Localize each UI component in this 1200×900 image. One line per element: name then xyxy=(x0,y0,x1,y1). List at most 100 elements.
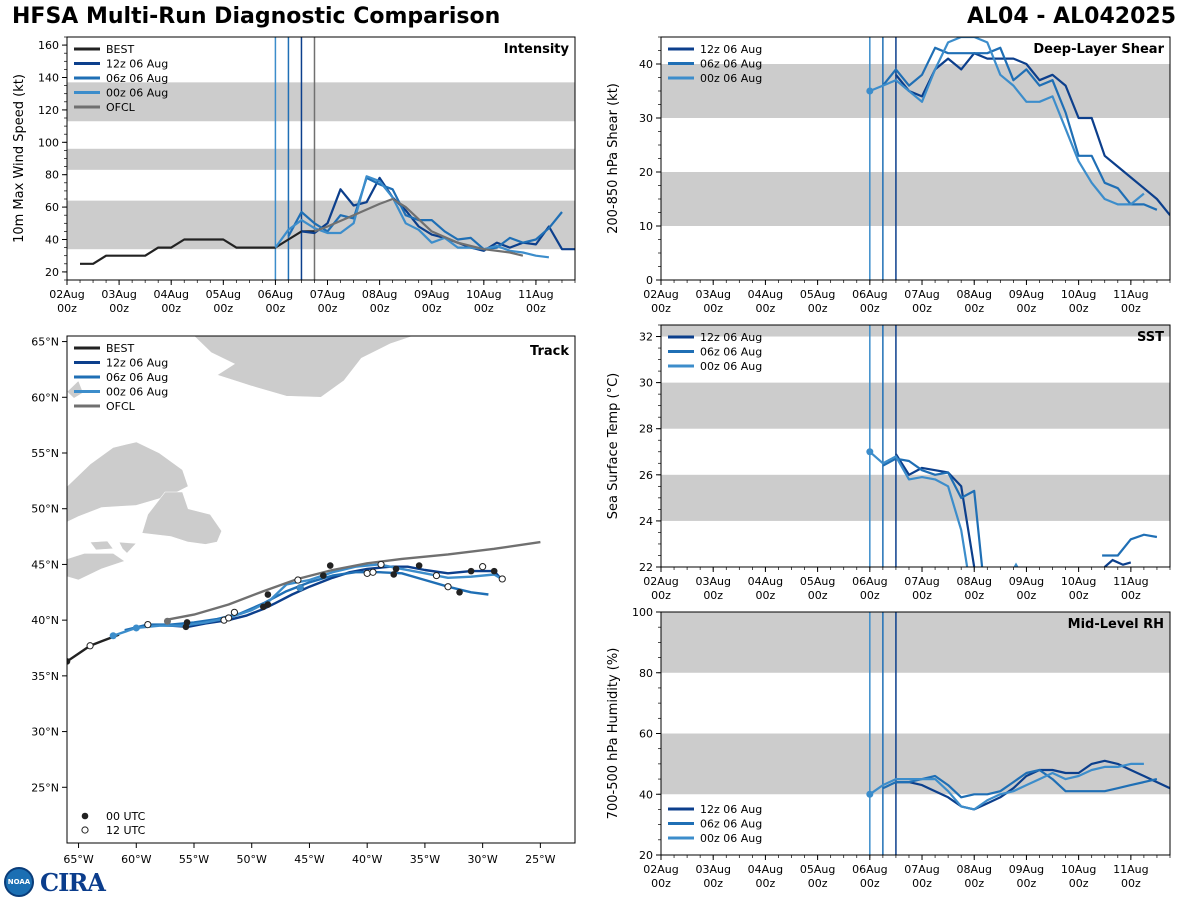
ylabel-rh: 700-500 hPa Humidity (%) xyxy=(606,648,621,820)
xtick-day-intensity: 09Aug xyxy=(414,288,449,301)
ytick-label-sst: 30 xyxy=(639,377,653,390)
xtick-day-intensity: 04Aug xyxy=(153,288,188,301)
ytick-label-shear: 20 xyxy=(639,166,653,179)
land-1 xyxy=(141,491,223,545)
xtick-hour-sst: 00z xyxy=(756,589,776,602)
legend-marker-00utc xyxy=(81,812,89,820)
ytick-label-rh: 60 xyxy=(639,728,653,741)
ytick-label-rh: 40 xyxy=(639,788,653,801)
xtick-hour-rh: 00z xyxy=(756,877,776,890)
xtick-label-track: 50°W xyxy=(237,853,267,866)
xtick-day-sst: 03Aug xyxy=(695,575,730,588)
legend-label-shear: 06z 06 Aug xyxy=(700,58,762,71)
xtick-hour-rh: 00z xyxy=(703,877,723,890)
legend-label-rh: 00z 06 Aug xyxy=(700,832,762,845)
xtick-hour-intensity: 00z xyxy=(109,302,129,315)
legend-label-track: 00z 06 Aug xyxy=(106,386,168,399)
ytick-label-intensity: 160 xyxy=(38,39,59,52)
land-3 xyxy=(118,541,137,554)
ytick-label-track: 35°N xyxy=(31,670,59,683)
xtick-hour-intensity: 00z xyxy=(370,302,390,315)
xtick-day-sst: 06Aug xyxy=(852,575,887,588)
xtick-hour-shear: 00z xyxy=(860,302,880,315)
series-intensity-OFCL xyxy=(314,197,524,257)
xtick-day-shear: 04Aug xyxy=(748,288,783,301)
marker-12utc xyxy=(444,583,452,591)
marker-12utc xyxy=(479,563,487,571)
xtick-hour-intensity: 00z xyxy=(266,302,286,315)
series-rh-12z xyxy=(895,759,1170,811)
xtick-hour-intensity: 00z xyxy=(318,302,338,315)
xtick-hour-sst: 00z xyxy=(912,589,932,602)
xtick-day-rh: 04Aug xyxy=(748,863,783,876)
xtick-label-track: 60°W xyxy=(121,853,151,866)
xtick-day-rh: 02Aug xyxy=(643,863,678,876)
series-shear-12z xyxy=(895,52,1170,216)
xtick-day-intensity: 10Aug xyxy=(466,288,501,301)
xtick-day-sst: 02Aug xyxy=(643,575,678,588)
ylabel-sst: Sea Surface Temp (°C) xyxy=(606,373,621,520)
xtick-hour-shear: 00z xyxy=(808,302,828,315)
series-sst-06z xyxy=(882,457,984,567)
xtick-day-rh: 05Aug xyxy=(800,863,835,876)
xtick-label-track: 55°W xyxy=(179,853,209,866)
plot-area-rh xyxy=(661,612,1170,855)
ytick-label-intensity: 140 xyxy=(38,72,59,85)
legend-label-sst: 06z 06 Aug xyxy=(700,346,762,359)
legend-label-intensity: OFCL xyxy=(106,101,136,114)
marker-00utc xyxy=(326,562,334,569)
series-intensity-12z xyxy=(301,176,575,252)
legend-label-sst: 00z 06 Aug xyxy=(700,360,762,373)
xtick-hour-shear: 00z xyxy=(1017,302,1037,315)
ytick-label-rh: 100 xyxy=(632,606,653,619)
series-sst-06z-late xyxy=(1102,533,1158,557)
marker-00utc xyxy=(490,567,498,575)
ytick-label-sst: 32 xyxy=(639,331,653,344)
band-intensity-1 xyxy=(67,148,575,170)
xtick-hour-intensity: 00z xyxy=(213,302,233,315)
marker-00utc xyxy=(415,562,423,569)
ytick-label-sst: 24 xyxy=(639,515,653,528)
marker-OFCL xyxy=(163,617,171,625)
xtick-hour-intensity: 00z xyxy=(422,302,442,315)
xtick-hour-rh: 00z xyxy=(1121,877,1141,890)
xtick-hour-intensity: 00z xyxy=(474,302,494,315)
legend-label-sst: 12z 06 Aug xyxy=(700,331,762,344)
xtick-day-rh: 10Aug xyxy=(1061,863,1096,876)
panel-title-track: Track xyxy=(530,344,569,359)
xtick-hour-intensity: 00z xyxy=(57,302,77,315)
marker-00utc xyxy=(183,619,191,626)
marker-00utc xyxy=(259,603,267,611)
xtick-hour-shear: 00z xyxy=(1121,302,1141,315)
band-sst-2 xyxy=(661,325,1170,337)
xtick-hour-shear: 00z xyxy=(1069,302,1089,315)
track-OFCL xyxy=(164,540,541,622)
xtick-day-intensity: 03Aug xyxy=(101,288,136,301)
xtick-day-intensity: 11Aug xyxy=(518,288,553,301)
figure-title: HFSA Multi-Run Diagnostic Comparison xyxy=(12,4,501,29)
cira-logo-text: CIRA xyxy=(40,867,106,897)
marker-12utc xyxy=(294,576,302,584)
xtick-day-shear: 09Aug xyxy=(1009,288,1044,301)
track-12z xyxy=(147,565,501,628)
marker-12utc xyxy=(86,642,94,650)
xtick-day-sst: 05Aug xyxy=(800,575,835,588)
xtick-day-shear: 03Aug xyxy=(695,288,730,301)
xtick-day-sst: 08Aug xyxy=(956,575,991,588)
band-rh-1 xyxy=(661,612,1170,673)
panel-shear: 01020304002Aug00z03Aug00z04Aug00z05Aug00… xyxy=(606,36,1171,315)
land-0 xyxy=(67,441,189,523)
map-area xyxy=(67,336,541,665)
ytick-label-track: 65°N xyxy=(31,336,59,349)
land-5 xyxy=(193,336,414,398)
series-intensity-00z xyxy=(274,175,550,259)
xtick-day-intensity: 08Aug xyxy=(362,288,397,301)
xtick-hour-rh: 00z xyxy=(1017,877,1037,890)
xtick-label-track: 25°W xyxy=(525,853,555,866)
xtick-day-shear: 10Aug xyxy=(1061,288,1096,301)
xtick-hour-sst: 00z xyxy=(703,589,723,602)
xtick-hour-sst: 00z xyxy=(860,589,880,602)
xtick-day-shear: 11Aug xyxy=(1113,288,1148,301)
marker-12utc xyxy=(144,621,152,629)
